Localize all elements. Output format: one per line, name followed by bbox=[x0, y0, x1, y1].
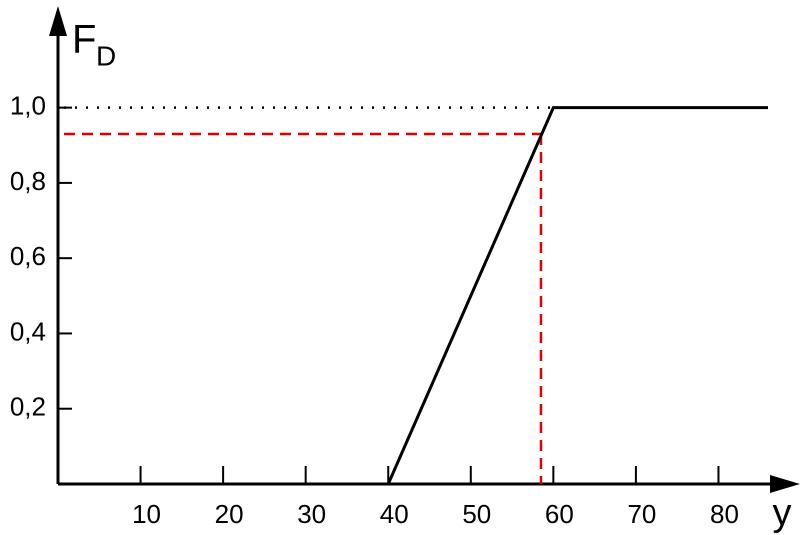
y-tick-label: 0,6 bbox=[10, 241, 46, 271]
y-tick-label: 0,2 bbox=[10, 392, 46, 422]
y-tick-label: 1,0 bbox=[10, 91, 46, 121]
y-axis-label: F bbox=[72, 18, 96, 62]
y-axis-label-subscript: D bbox=[96, 40, 116, 71]
x-tick-label: 50 bbox=[462, 499, 491, 529]
cdf-line bbox=[386, 106, 768, 485]
x-tick-label: 20 bbox=[215, 499, 244, 529]
x-tick-label: 70 bbox=[627, 499, 656, 529]
x-tick-label: 80 bbox=[710, 499, 739, 529]
y-axis-arrow bbox=[49, 6, 67, 36]
x-tick-label: 60 bbox=[545, 499, 574, 529]
y-tick-label: 0,4 bbox=[10, 316, 46, 346]
x-axis-arrow bbox=[770, 475, 800, 493]
x-tick-label: 40 bbox=[380, 499, 409, 529]
x-tick-label: 10 bbox=[132, 499, 161, 529]
y-tick-label: 0,8 bbox=[10, 166, 46, 196]
x-tick-label: 30 bbox=[297, 499, 326, 529]
x-axis-label: y bbox=[773, 492, 792, 534]
